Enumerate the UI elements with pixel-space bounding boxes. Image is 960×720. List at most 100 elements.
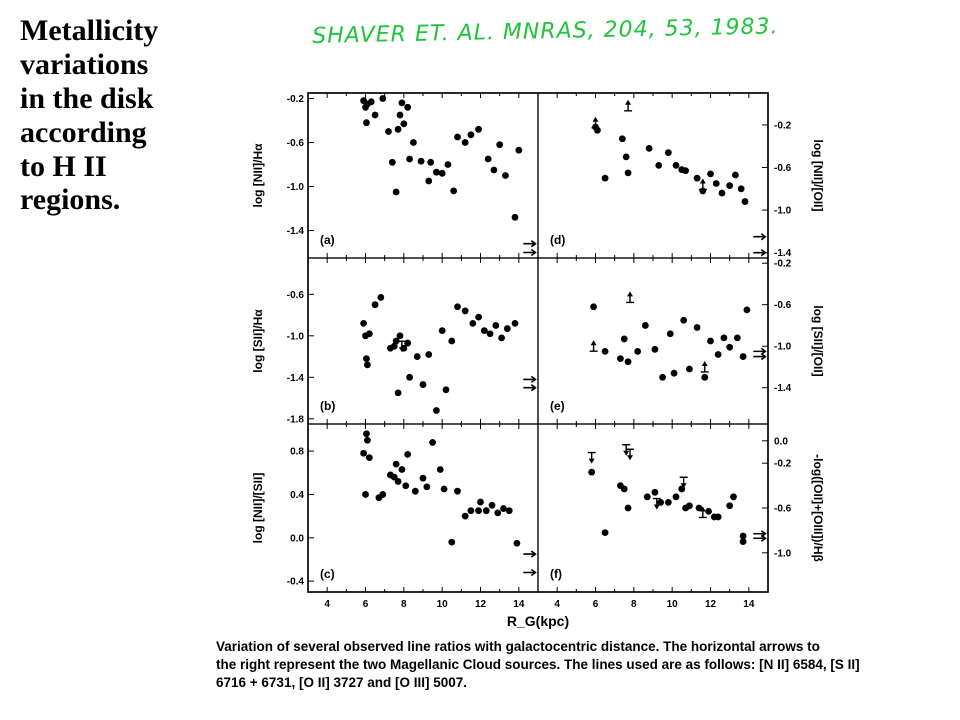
magellanic-arrow bbox=[753, 347, 767, 356]
data-point bbox=[645, 144, 653, 152]
magellanic-arrow bbox=[753, 534, 767, 542]
data-point bbox=[377, 294, 385, 301]
data-point bbox=[502, 172, 509, 179]
y-tick-label: -0.6 bbox=[287, 290, 305, 301]
data-point bbox=[620, 335, 628, 343]
data-point bbox=[705, 507, 712, 515]
data-point bbox=[670, 369, 678, 377]
magellanic-arrow bbox=[523, 568, 537, 577]
x-tick-label: 8 bbox=[401, 599, 407, 610]
data-point bbox=[641, 322, 649, 329]
data-point bbox=[436, 466, 444, 473]
data-point bbox=[726, 182, 734, 190]
data-point bbox=[410, 139, 417, 146]
data-point bbox=[490, 166, 498, 174]
data-point bbox=[739, 538, 747, 545]
limit-arrowhead bbox=[701, 360, 708, 366]
data-point bbox=[394, 478, 402, 485]
data-point bbox=[367, 98, 375, 106]
magellanic-arrow bbox=[523, 240, 537, 248]
data-point bbox=[643, 493, 651, 501]
title-line: regions. bbox=[20, 183, 121, 217]
limit-arrowhead bbox=[588, 458, 595, 464]
data-point bbox=[398, 99, 406, 107]
data-point bbox=[693, 174, 701, 182]
data-point bbox=[680, 316, 688, 324]
data-point bbox=[427, 158, 435, 166]
data-point bbox=[467, 131, 475, 139]
data-point bbox=[454, 487, 461, 495]
limit-arrowhead bbox=[699, 178, 706, 184]
data-point bbox=[433, 407, 440, 414]
title-line: variations bbox=[20, 47, 149, 81]
y-axis-label: log [NII]/[SII] bbox=[251, 473, 265, 544]
magellanic-arrow bbox=[523, 375, 537, 384]
data-point bbox=[730, 493, 737, 501]
y-axis-label: -log([OII]+[OIII])/Hβ bbox=[811, 454, 825, 562]
data-point bbox=[363, 119, 370, 127]
data-point bbox=[620, 485, 628, 493]
y-axis-label: log [SII]/Hα bbox=[251, 309, 265, 373]
y-tick-label: -0.2 bbox=[774, 259, 792, 270]
data-point bbox=[720, 334, 728, 342]
data-point bbox=[406, 155, 413, 163]
data-point bbox=[482, 507, 490, 515]
data-point bbox=[494, 509, 502, 517]
y-tick-label: -1.8 bbox=[287, 414, 305, 425]
magellanic-arrow bbox=[523, 248, 537, 257]
x-tick-label: 4 bbox=[554, 599, 560, 610]
data-point bbox=[707, 170, 714, 178]
y-tick-label: 0.0 bbox=[774, 436, 788, 447]
caption-line: 6716 + 6731, [O II] 3727 and [O III] 500… bbox=[216, 674, 468, 690]
data-point bbox=[601, 529, 609, 537]
data-point bbox=[448, 337, 456, 345]
y-tick-label: -1.4 bbox=[287, 373, 305, 384]
data-point bbox=[392, 188, 400, 196]
x-tick-label: 14 bbox=[743, 599, 755, 610]
data-point bbox=[714, 351, 722, 358]
data-point bbox=[433, 168, 440, 176]
caption-line: the right represent the two Magellanic C… bbox=[216, 656, 860, 672]
data-point bbox=[726, 502, 734, 510]
data-point bbox=[492, 322, 500, 329]
x-tick-label: 14 bbox=[513, 599, 525, 610]
data-point bbox=[475, 125, 482, 133]
data-point bbox=[379, 491, 387, 498]
data-point bbox=[657, 499, 665, 506]
magellanic-arrow bbox=[753, 530, 767, 538]
data-point bbox=[461, 307, 469, 315]
data-point bbox=[733, 334, 741, 342]
data-point bbox=[385, 128, 392, 135]
data-point bbox=[511, 319, 519, 327]
x-tick-label: 6 bbox=[593, 599, 599, 610]
x-tick-label: 12 bbox=[705, 599, 717, 610]
panel-b-frame bbox=[307, 257, 539, 425]
panel-label: (d) bbox=[550, 233, 565, 247]
data-point bbox=[363, 355, 370, 363]
data-point bbox=[739, 353, 747, 360]
data-point bbox=[364, 436, 371, 444]
data-point bbox=[425, 351, 433, 358]
data-point bbox=[707, 337, 714, 345]
data-point bbox=[634, 347, 642, 355]
caption-line: Variation of several observed line ratio… bbox=[216, 639, 820, 654]
data-point bbox=[363, 430, 370, 438]
data-point bbox=[392, 337, 400, 345]
limit-arrowhead bbox=[680, 483, 687, 489]
data-point bbox=[461, 139, 469, 146]
data-point bbox=[364, 361, 371, 369]
y-tick-label: -0.6 bbox=[774, 504, 792, 515]
data-point bbox=[741, 198, 749, 205]
data-point bbox=[394, 125, 402, 133]
y-tick-label: 0.4 bbox=[290, 490, 304, 501]
data-point bbox=[500, 505, 507, 512]
panel-label: (b) bbox=[320, 399, 335, 413]
data-point bbox=[651, 345, 659, 353]
data-point bbox=[695, 504, 703, 512]
data-point bbox=[672, 161, 680, 169]
data-point bbox=[438, 169, 446, 177]
data-point bbox=[590, 303, 597, 311]
data-point bbox=[712, 180, 720, 187]
data-point bbox=[515, 146, 523, 154]
data-point bbox=[477, 498, 484, 506]
